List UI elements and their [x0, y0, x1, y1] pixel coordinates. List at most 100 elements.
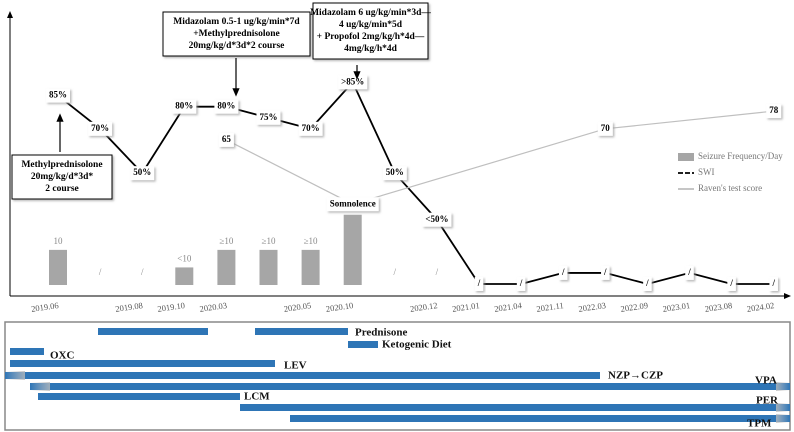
treatment-label: Prednisone — [355, 327, 407, 339]
data-label: <50% — [425, 214, 448, 224]
x-tick-label: 2024.02 — [746, 300, 775, 314]
annotation-text: Methylprednisolone — [21, 160, 102, 170]
bar-fade — [776, 403, 790, 412]
data-label: 80% — [217, 101, 235, 111]
label-box — [298, 121, 323, 136]
data-label: >85% — [341, 76, 364, 86]
treatment-bar — [5, 372, 600, 379]
annotation-text: 4mg/kg/h*4d — [344, 44, 398, 54]
treatment-bar — [348, 341, 378, 348]
label-box — [769, 277, 778, 291]
x-tick-label: 2019.08 — [115, 300, 144, 314]
annotation-box — [312, 2, 429, 60]
label-box — [218, 132, 234, 147]
label-box — [46, 88, 70, 103]
bar-fade — [30, 382, 50, 391]
data-label: 78 — [769, 105, 779, 115]
label-box — [88, 121, 113, 136]
annotation-text: Midazolam 6 ug/kg/min*3d— — [310, 8, 431, 18]
data-label: 80% — [175, 101, 193, 111]
label-box — [727, 277, 736, 291]
label-box — [643, 277, 652, 291]
annotation-text: 4 ug/kg/min*5d — [339, 20, 403, 30]
label-box — [516, 277, 526, 291]
treatment-bar — [98, 328, 208, 335]
annotation-box — [11, 154, 113, 200]
treatment-bar — [10, 360, 275, 367]
bar — [175, 267, 194, 285]
bar — [301, 249, 320, 285]
treatment-bar — [30, 383, 790, 390]
treatment-bar — [290, 415, 790, 422]
treatment-bar — [38, 393, 240, 400]
x-tick-label: 2021.01 — [451, 300, 480, 314]
annotation-text: 2 course — [45, 184, 79, 194]
bar — [217, 249, 236, 285]
data-label: / — [603, 267, 607, 277]
legend-label: Seizure Frequency/Day — [698, 151, 783, 161]
label-box — [558, 265, 568, 280]
data-label: / — [687, 267, 691, 277]
legend-label: SWI — [698, 167, 715, 177]
data-label: 70% — [91, 123, 109, 133]
bar-label: ≥10 — [219, 236, 233, 246]
data-label: / — [561, 267, 565, 277]
data-label: / — [729, 278, 733, 288]
x-tick-label: 2023.01 — [662, 300, 691, 314]
x-tick-label: 2020.05 — [283, 300, 312, 314]
treatment-label: OXC — [50, 350, 75, 362]
label-box — [474, 277, 484, 291]
treatment-bar — [255, 328, 348, 335]
data-label: / — [477, 278, 481, 288]
label-box — [422, 212, 452, 227]
legend-label: Raven's test score — [698, 183, 762, 193]
data-label: 50% — [386, 167, 404, 177]
data-label: 85% — [49, 90, 67, 100]
x-tick-label: 2020.10 — [325, 300, 354, 314]
data-label: / — [645, 278, 649, 288]
label-box — [601, 265, 610, 280]
bar-label: / — [394, 267, 397, 277]
data-label: 75% — [260, 112, 278, 122]
annotation-text: +Methylprednisolone — [193, 29, 280, 39]
label-box — [766, 104, 782, 119]
x-tick-label: 2022.03 — [578, 300, 607, 314]
x-tick-label: 2021.11 — [536, 300, 564, 314]
bar — [343, 214, 362, 285]
bar-fade — [776, 382, 790, 391]
treatment-bar — [240, 404, 790, 411]
label-box — [597, 121, 613, 136]
line — [226, 110, 774, 205]
legend-swatch — [678, 153, 694, 161]
data-label: 70 — [601, 123, 611, 133]
treatment-label: TPM — [747, 418, 772, 430]
bar-label: <10 — [177, 253, 192, 263]
bar-label: ≥10 — [304, 236, 318, 246]
x-tick-label: 2019.06 — [30, 300, 59, 314]
bar — [259, 249, 278, 285]
data-label: / — [519, 278, 523, 288]
treatment-label: Ketogenic Diet — [382, 339, 452, 351]
bar-fade — [776, 414, 790, 423]
x-tick-label: 2021.04 — [494, 300, 523, 314]
treatment-label: LCM — [244, 391, 270, 403]
annotation-box — [162, 11, 311, 57]
treatment-label: NZP→CZP — [608, 370, 663, 382]
label-box — [326, 197, 379, 212]
annotation-text: 20mg/kg/d*3d* — [31, 172, 94, 182]
label-box — [172, 99, 197, 114]
annotation-text: Midazolam 0.5-1 ug/kg/min*7d — [173, 17, 300, 27]
data-label: 50% — [133, 167, 151, 177]
treatment-bar — [10, 348, 44, 355]
treatment-label: PER — [756, 395, 779, 407]
data-label: 65 — [222, 134, 232, 144]
annotation-text: + Propofol 2mg/kg/h*4d— — [317, 32, 425, 42]
x-tick-label: 2019.10 — [157, 300, 186, 314]
bar-label: / — [99, 267, 102, 277]
label-box — [685, 265, 694, 280]
bar — [49, 249, 67, 285]
bar-label: / — [436, 267, 439, 277]
label-box — [256, 110, 281, 125]
annotation-text: 20mg/kg/d*3d*2 course — [189, 41, 285, 51]
